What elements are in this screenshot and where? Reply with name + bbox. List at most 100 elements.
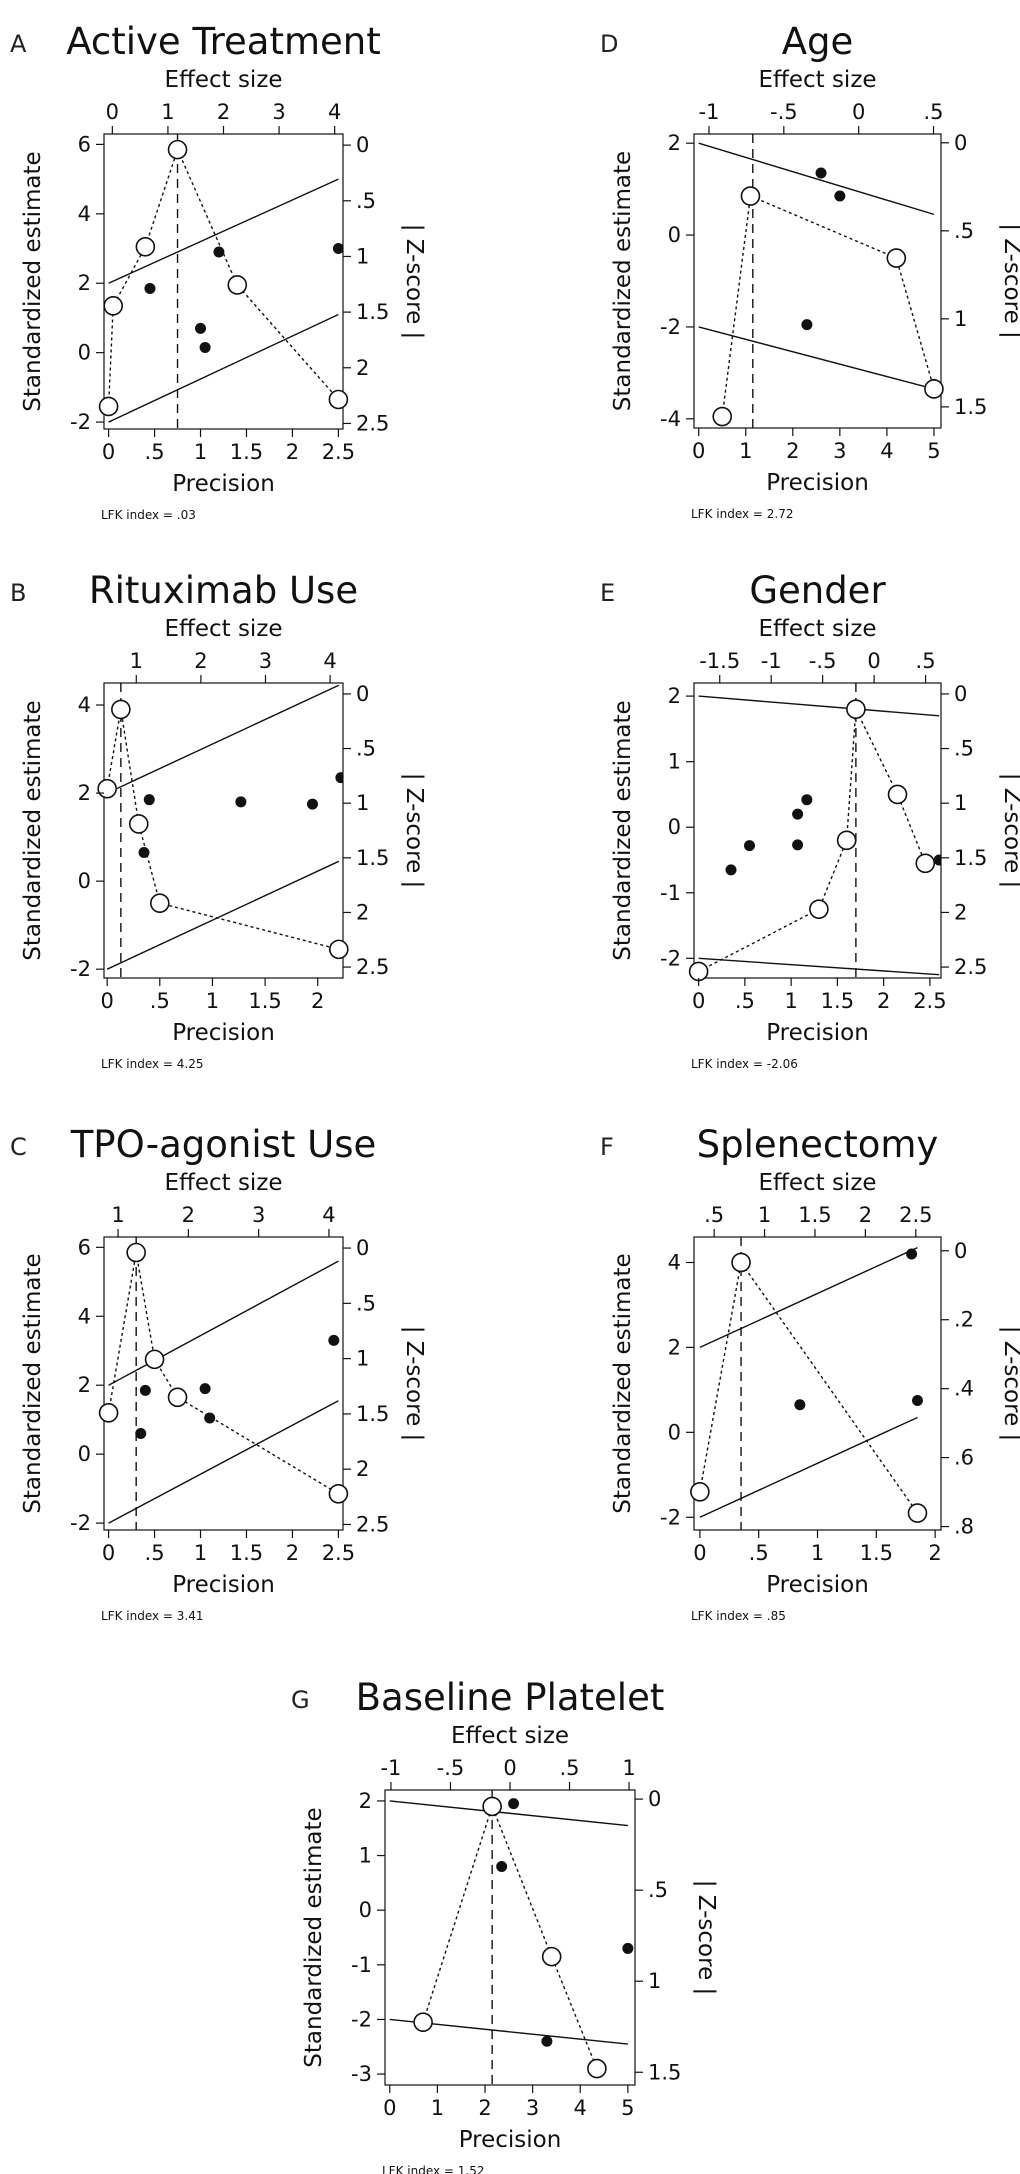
plot-area — [699, 1237, 923, 1530]
doi-plot-line — [422, 1804, 598, 2069]
x-tick-label: 1 — [431, 2096, 444, 2120]
confidence-line-1 — [698, 695, 940, 717]
right-tick-label: 1 — [954, 307, 967, 331]
right-tick-label: 1.5 — [954, 395, 987, 419]
x-axis-label: Precision — [172, 1020, 275, 1046]
doi-plot-line — [107, 1252, 339, 1495]
doi-point — [809, 899, 829, 919]
right-tick-label: 2 — [356, 900, 369, 924]
panel-title: Active Treatment — [66, 20, 380, 63]
y-tick-label: 4 — [668, 1250, 681, 1274]
plot-frame — [103, 1236, 344, 1531]
doi-point — [482, 1796, 502, 1817]
study-point — [744, 840, 756, 852]
right-tick-label: 2.5 — [356, 411, 389, 435]
y-axis-label: Standardized estimate — [610, 151, 636, 411]
y-axis-label: Standardized estimate — [20, 700, 46, 960]
top-tick-label: -.5 — [437, 1756, 465, 1780]
doi-point — [541, 1946, 562, 1967]
x-tick-label: 1.5 — [860, 1541, 893, 1565]
doi-point — [712, 406, 733, 427]
doi-point — [907, 1503, 928, 1523]
study-point — [235, 796, 247, 808]
doi-point — [846, 699, 866, 720]
y-tick-label: 0 — [78, 1442, 91, 1466]
x-tick-label: 2.5 — [322, 1541, 355, 1565]
study-point — [725, 864, 737, 876]
x-tick-label: 0 — [383, 2096, 396, 2120]
x-tick-label: 4 — [574, 2096, 587, 2120]
x-tick-label: 2 — [928, 1541, 941, 1565]
y-axis-label: Standardized estimate — [610, 700, 636, 960]
right-tick-label: .5 — [356, 1291, 376, 1315]
x-tick-label: .5 — [150, 989, 170, 1013]
right-tick-label: .5 — [356, 189, 376, 213]
confidence-line-2 — [699, 1416, 918, 1518]
doi-point — [126, 1242, 146, 1263]
top-tick-label: 3 — [272, 100, 285, 124]
y-tick-label: 0 — [668, 1420, 681, 1444]
x-tick-label: 1 — [206, 989, 219, 1013]
right-tick-label: 0 — [356, 682, 369, 706]
doi-point — [731, 1252, 751, 1273]
top-tick-label: 0 — [503, 1756, 516, 1780]
right-tick-label: 2.5 — [954, 955, 987, 979]
y-tick-label: -2 — [660, 946, 681, 970]
top-tick-label: -1 — [380, 1756, 401, 1780]
y-axis-label: Standardized estimate — [610, 1253, 636, 1513]
top-axis-label: Effect size — [758, 1170, 876, 1196]
right-tick-label: 1.5 — [356, 300, 389, 324]
y-tick-label: 2 — [78, 781, 91, 805]
top-tick-label: .5 — [916, 649, 936, 673]
doi-point — [328, 939, 349, 960]
x-tick-label: 2.5 — [322, 440, 355, 464]
x-axis-label: Precision — [459, 2127, 562, 2153]
right-tick-label: 1.5 — [648, 2060, 681, 2084]
study-point — [139, 1384, 151, 1396]
x-axis-label: Precision — [172, 471, 275, 497]
right-tick-label: 0 — [954, 131, 967, 155]
doi-point — [144, 1349, 165, 1370]
plot-area — [698, 683, 941, 978]
doi-point — [836, 830, 857, 851]
confidence-line-1 — [106, 684, 340, 794]
doi-point — [587, 2058, 607, 2079]
doi-plot-line — [698, 706, 926, 973]
y-tick-label: -2 — [70, 1511, 91, 1535]
doi-plot-line — [699, 1260, 919, 1514]
lfk-index: LFK index = -2.06 — [691, 1057, 798, 1071]
panel-title: Gender — [749, 569, 886, 612]
panel-title: Rituximab Use — [89, 569, 358, 612]
lfk-index: LFK index = .03 — [101, 508, 196, 522]
right-axis-label: | Z-score | — [401, 773, 427, 889]
x-tick-label: 2 — [286, 440, 299, 464]
right-axis-label: | Z-score | — [401, 224, 427, 340]
top-tick-label: 2 — [182, 1203, 195, 1227]
y-axis-label: Standardized estimate — [20, 151, 46, 411]
study-point — [328, 1334, 340, 1346]
right-tick-label: 1 — [356, 791, 369, 815]
plot-area — [389, 1790, 634, 2085]
right-axis-label: | Z-score | — [999, 773, 1020, 889]
top-tick-label: -1.5 — [699, 649, 740, 673]
x-axis-label: Precision — [766, 1572, 869, 1598]
plot-frame — [103, 133, 344, 430]
panel-title: Age — [782, 20, 854, 63]
study-point — [508, 1798, 520, 1810]
confidence-line-2 — [108, 313, 339, 423]
x-tick-label: 1 — [784, 989, 797, 1013]
panel-title: Splenectomy — [697, 1123, 939, 1166]
doi-point — [135, 236, 156, 257]
panel-letter: A — [10, 30, 27, 58]
doi-plot-line — [721, 195, 935, 417]
top-tick-label: 1 — [161, 100, 174, 124]
confidence-line-1 — [389, 1800, 628, 1827]
y-tick-label: 2 — [668, 1335, 681, 1359]
x-tick-label: 2 — [311, 989, 324, 1013]
right-axis-label: | Z-score | — [999, 223, 1020, 339]
study-point — [143, 794, 155, 806]
right-tick-label: 1 — [648, 1969, 661, 1993]
top-axis-label: Effect size — [758, 67, 876, 93]
